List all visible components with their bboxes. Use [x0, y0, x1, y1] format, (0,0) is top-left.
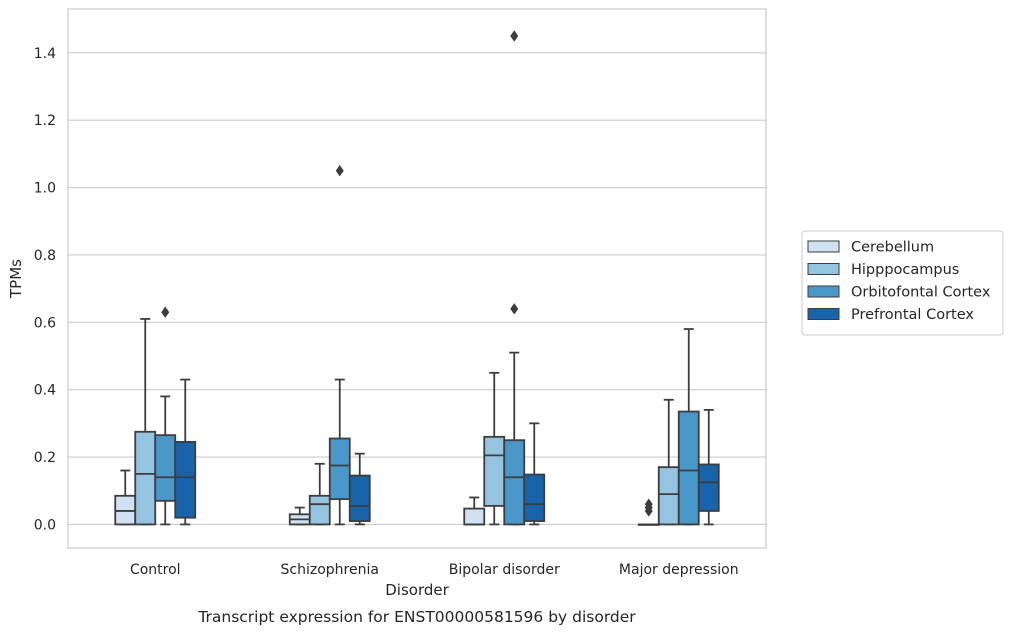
- box-plot: [348, 452, 371, 526]
- box: [463, 507, 486, 526]
- box-plot: [328, 165, 351, 526]
- legend-swatch: [807, 285, 840, 298]
- y-tick-label: 1.4: [34, 46, 56, 62]
- box-plot: [154, 306, 177, 526]
- series-cerebellum: [114, 469, 660, 526]
- box: [134, 430, 157, 526]
- y-tick-label: 0.8: [34, 248, 56, 264]
- y-tick-label: 0.6: [34, 315, 56, 331]
- legend-swatch: [807, 308, 840, 320]
- plot-frame: [67, 8, 767, 549]
- box: [697, 463, 720, 512]
- y-tick-label: 0.4: [34, 383, 56, 399]
- outlier-point: [510, 30, 519, 42]
- series-prefrontal-cortex: [174, 378, 720, 526]
- legend-item: Hipppocampus: [807, 262, 959, 278]
- box: [677, 410, 700, 526]
- box: [483, 435, 506, 507]
- box-plot: [637, 498, 660, 526]
- legend: Cerebellum Hipppocampus Orbitofontal Corte…: [801, 230, 1004, 336]
- box-plot: [174, 378, 197, 526]
- box: [348, 474, 371, 522]
- y-tick-label: 1.0: [34, 181, 56, 197]
- x-tick-label: Schizophrenia: [281, 562, 379, 578]
- legend-item: Orbitofontal Cortex: [807, 285, 991, 301]
- x-tick-label: Bipolar disorder: [449, 562, 560, 578]
- box: [154, 434, 177, 502]
- outlier-point: [644, 498, 653, 510]
- box-plot: [134, 318, 157, 526]
- y-tick-label: 1.2: [34, 113, 56, 129]
- legend-item: Cerebellum: [807, 240, 934, 256]
- legend-label: Hipppocampus: [851, 262, 959, 278]
- box-plot: [308, 462, 331, 526]
- x-tick-labels: Control Schizophrenia Bipolar disorder Majo…: [130, 562, 739, 578]
- legend-frame: [801, 230, 1004, 336]
- outlier-point: [161, 306, 170, 318]
- series-hipppocampus: [134, 318, 680, 526]
- box-plot: [114, 469, 137, 526]
- legend-swatch: [807, 263, 840, 275]
- x-tick-label: Control: [130, 562, 181, 578]
- box-plot: [483, 371, 506, 526]
- box: [308, 494, 331, 526]
- legend-swatch: [807, 240, 840, 253]
- y-axis-title: TPMs: [7, 259, 25, 299]
- box: [523, 473, 546, 522]
- outlier-point: [510, 303, 519, 315]
- outlier-point: [335, 165, 344, 177]
- box-plot: [523, 422, 546, 526]
- y-tick-labels: 0.0 0.2 0.4 0.6 0.8 1.0 1.2 1.4: [34, 46, 56, 534]
- legend-label: Orbitofontal Cortex: [851, 285, 991, 301]
- box-plot: [657, 398, 680, 526]
- legend-label: Cerebellum: [851, 240, 934, 256]
- x-axis-title: Disorder: [385, 581, 449, 599]
- box-plot: [697, 408, 720, 526]
- legend-label: Prefrontal Cortex: [851, 307, 974, 323]
- y-tick-label: 0.0: [34, 517, 56, 533]
- box-plot: [288, 506, 311, 526]
- box-plot: [677, 328, 700, 526]
- box: [657, 466, 680, 526]
- box-plot-series: [114, 30, 720, 526]
- box: [503, 439, 526, 526]
- legend-item: Prefrontal Cortex: [807, 307, 974, 323]
- box-plot: [503, 30, 526, 526]
- y-tick-label: 0.2: [34, 450, 56, 466]
- box: [174, 440, 197, 519]
- box-plot: [463, 496, 486, 526]
- series-orbitofontal-cortex: [154, 30, 700, 526]
- x-tick-label: Major depression: [619, 562, 739, 578]
- box: [328, 437, 351, 501]
- chart-caption: Transcript expression for ENST0000058159…: [197, 608, 636, 626]
